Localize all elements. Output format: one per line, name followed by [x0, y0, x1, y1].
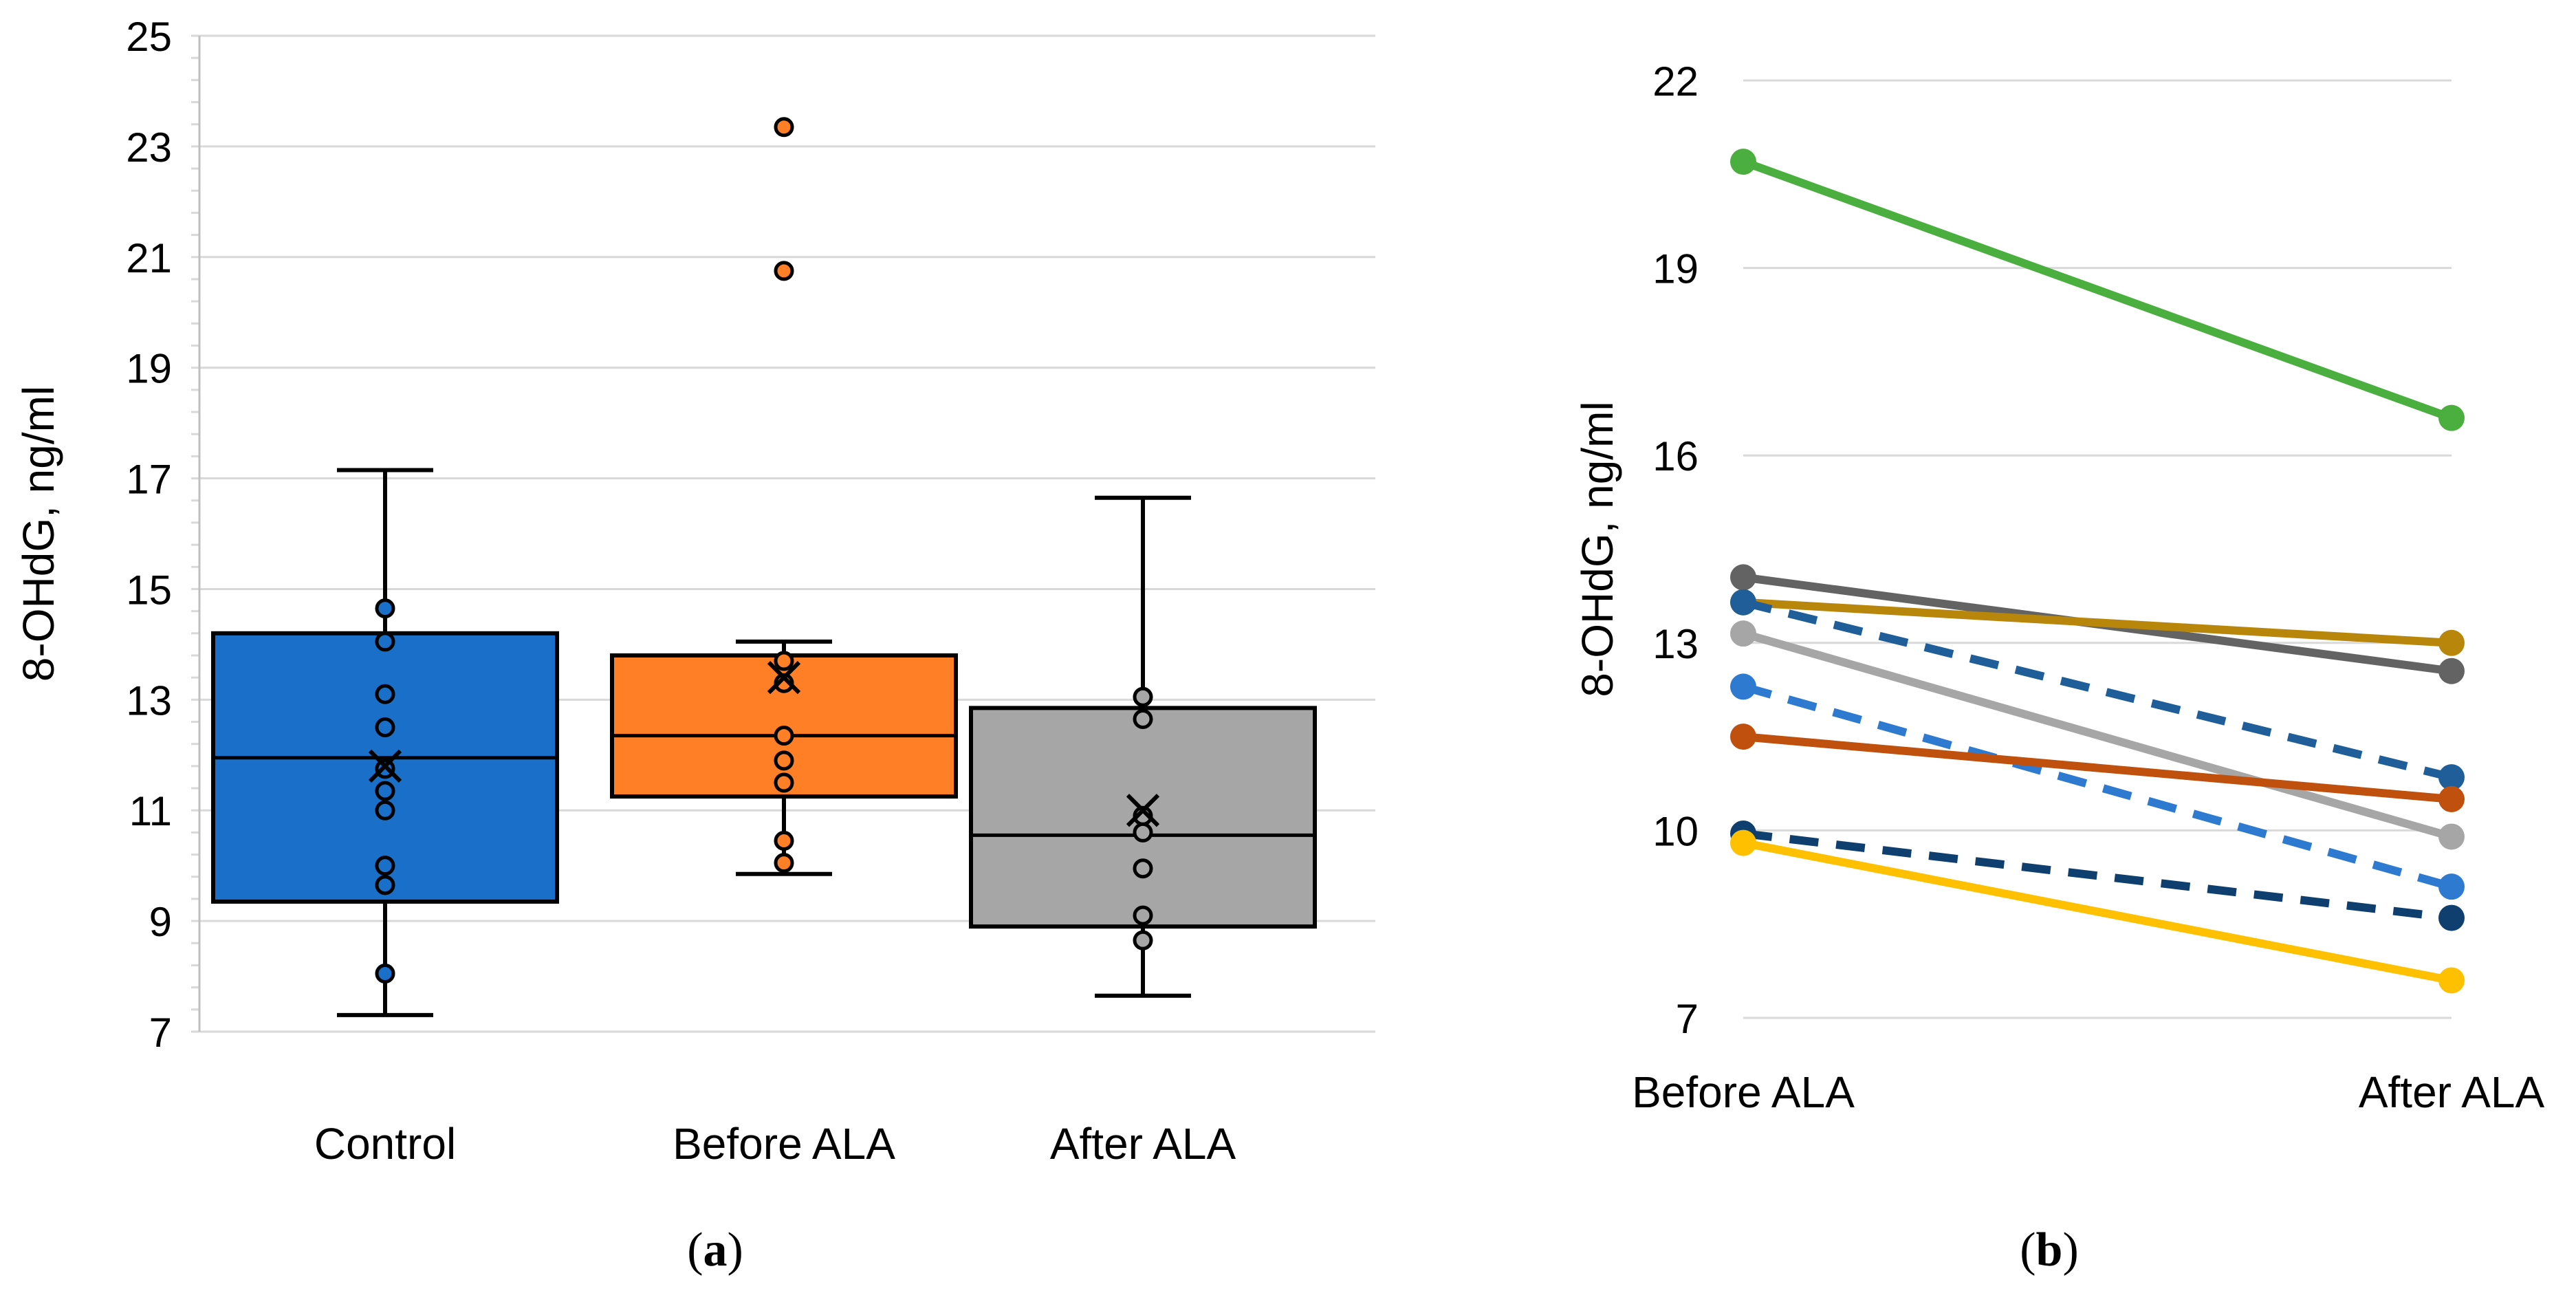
series-line [1742, 598, 2453, 781]
line-chart: 7 10 13 16 19 22 8-OHdG, ng/ml Before ALA After … [1573, 58, 2545, 1117]
y-axis-title: 8-OHdG, ng/ml [14, 386, 63, 682]
data-point [774, 772, 794, 793]
panel-a-label: a [703, 1224, 728, 1276]
y-tick-label: 7 [149, 1010, 172, 1056]
box-plot-chart: 7 9 11 13 15 17 19 21 23 25 8-OHdG, ng/ml Control Be… [14, 14, 1375, 1169]
series-point-after [2438, 823, 2465, 850]
series-line [1742, 682, 2453, 891]
data-point [375, 684, 395, 704]
x-category-label: After ALA [2359, 1067, 2545, 1117]
x-category-label: After ALA [1050, 1119, 1236, 1169]
series-point-after [2438, 785, 2465, 812]
y-tick-label: 15 [126, 567, 172, 613]
y-axis-title: 8-OHdG, ng/ml [1573, 401, 1622, 697]
series-point-before [1730, 724, 1756, 750]
data-point [1133, 686, 1153, 707]
series-point-after [2438, 658, 2465, 684]
x-category-label: Before ALA [673, 1119, 895, 1169]
y-tick-label: 23 [126, 124, 172, 171]
series-point-after [2438, 629, 2465, 656]
series-point-before [1730, 589, 1756, 616]
series-point-after [2438, 967, 2465, 994]
series-point-after [2438, 764, 2465, 791]
mean-marker [368, 749, 402, 783]
y-tick-label: 22 [1652, 58, 1699, 105]
data-point [375, 781, 395, 801]
y-tick-label: 17 [126, 457, 172, 503]
data-point [375, 875, 395, 895]
data-point [375, 856, 395, 876]
y-tick-label: 25 [126, 14, 172, 60]
panel-b-label: b [2036, 1224, 2063, 1276]
data-point [1133, 708, 1153, 729]
y-tick-label: 19 [126, 346, 172, 392]
data-point [375, 717, 395, 738]
series-line [1743, 598, 2452, 647]
data-point [1133, 822, 1153, 843]
data-point [1133, 905, 1153, 926]
series-point-before [1730, 673, 1756, 700]
data-point [774, 830, 794, 851]
y-tick-label: 21 [126, 235, 172, 281]
mean-marker [1126, 794, 1160, 827]
series-point-after [2438, 873, 2465, 900]
data-point [774, 750, 794, 771]
data-point [774, 651, 794, 671]
x-category-label: Before ALA [1632, 1067, 1855, 1117]
series-point-before [1730, 829, 1756, 856]
data-point [1133, 930, 1153, 950]
series-point-before [1730, 620, 1756, 647]
y-tick-label: 10 [1652, 808, 1699, 854]
outlier-point [774, 261, 794, 281]
data-point [375, 800, 395, 821]
data-point [375, 631, 395, 652]
series-point-before [1730, 564, 1756, 591]
series-point-before [1730, 149, 1756, 175]
x-category-label: Control [314, 1119, 456, 1169]
series-point-after [2438, 904, 2465, 931]
series-point-after [2438, 404, 2465, 431]
y-tick-label: 16 [1652, 433, 1699, 479]
series-line [1741, 157, 2454, 422]
data-point [774, 726, 794, 746]
series-line [1743, 732, 2452, 803]
series-line [1742, 629, 2453, 841]
series-line [1742, 838, 2453, 985]
panel-b-caption: (b) [2020, 1224, 2079, 1276]
data-point [774, 853, 794, 873]
mean-marker [767, 661, 801, 695]
data-point [1133, 858, 1153, 879]
y-tick-label: 11 [129, 788, 172, 834]
y-tick-label: 13 [126, 677, 172, 724]
panel-a-caption: (a) [687, 1224, 743, 1276]
y-tick-label: 19 [1652, 246, 1699, 292]
data-point [375, 964, 395, 984]
y-tick-label: 13 [1652, 621, 1699, 667]
data-point [375, 598, 395, 619]
series-line [1743, 829, 2452, 922]
y-tick-label: 9 [149, 899, 172, 945]
outlier-point [774, 117, 794, 138]
y-tick-label: 7 [1676, 996, 1699, 1042]
